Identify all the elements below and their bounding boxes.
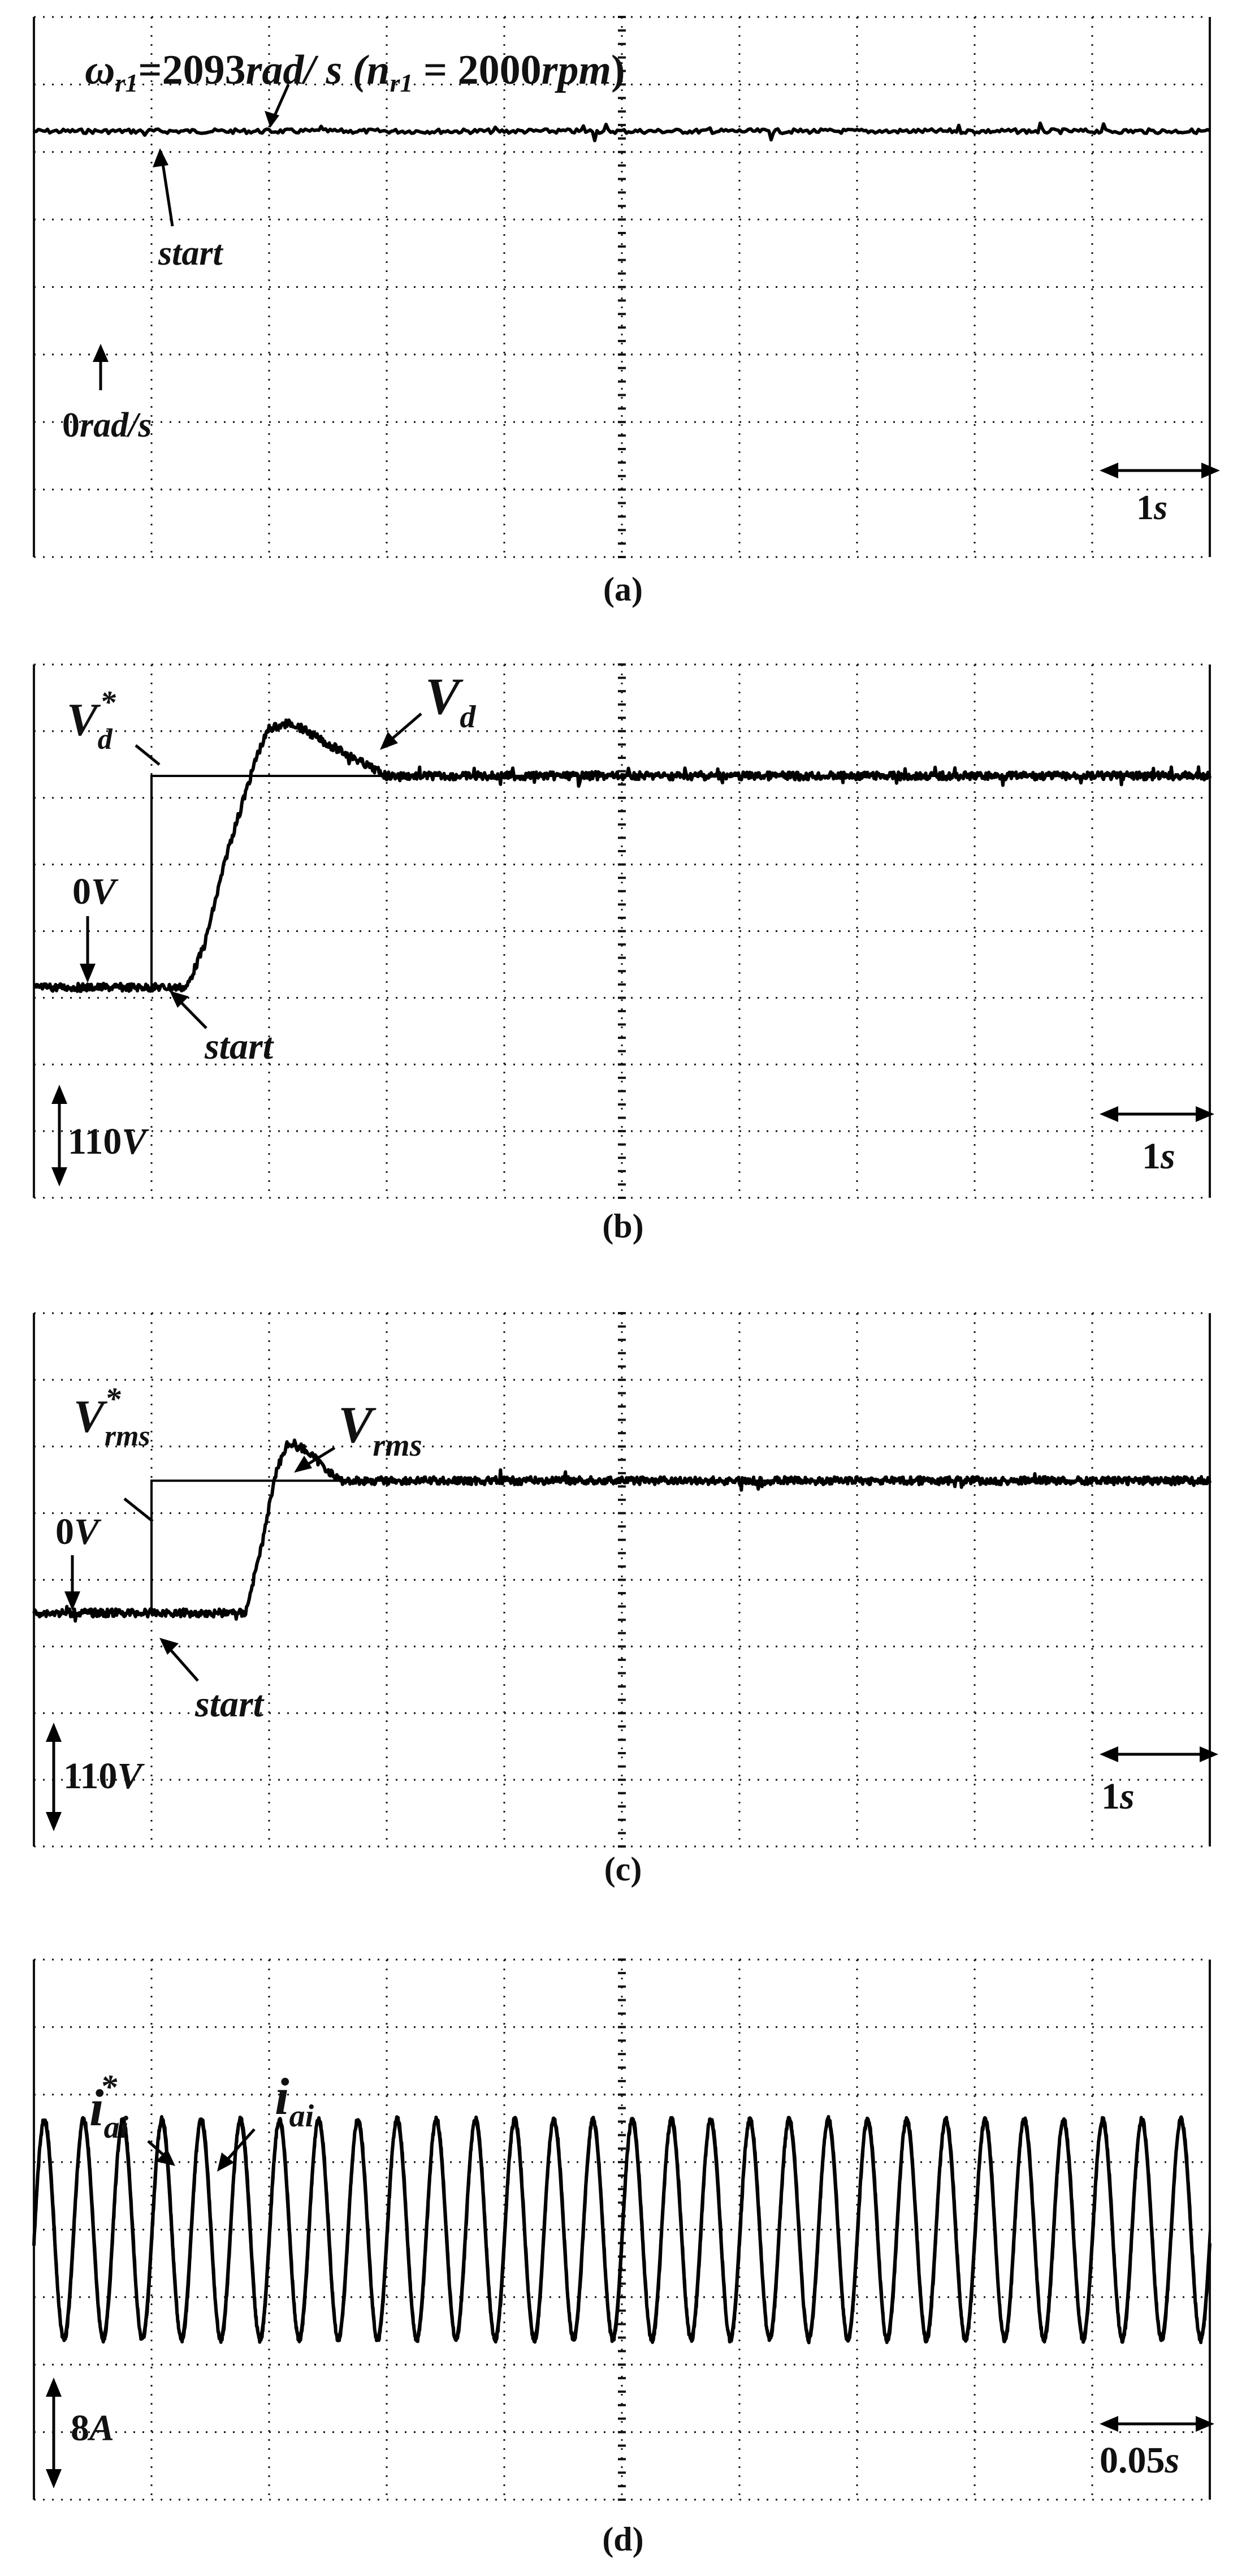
panel-d-amp-scale: 8A bbox=[46, 2377, 114, 2488]
panel-d: iai* iai 8A 0.05s (d) bbox=[34, 1960, 1214, 2558]
panel-b-grid bbox=[34, 665, 1210, 1198]
panel-c-ref-label: Vrms* bbox=[73, 1382, 150, 1452]
panel-c-time-scale: 1s bbox=[1100, 1746, 1218, 1817]
panel-b-time-scale: 1s bbox=[1100, 1106, 1214, 1177]
panel-b-caption: (b) bbox=[602, 1207, 643, 1245]
panel-b-ref-arrow bbox=[136, 745, 159, 765]
svg-text:1s: 1s bbox=[1101, 1776, 1135, 1817]
panel-c-grid bbox=[34, 1313, 1210, 1846]
panel-a-start-arrowhead bbox=[153, 148, 168, 167]
svg-text:110V: 110V bbox=[63, 1755, 145, 1797]
panel-b: Vd* Vd 0V start 110V 1s (b) bbox=[34, 665, 1214, 1245]
svg-text:1s: 1s bbox=[1142, 1136, 1175, 1177]
panel-b-volt-scale: 110V bbox=[51, 1085, 149, 1186]
panel-a-zero-label: 0rad/s bbox=[62, 406, 152, 445]
panel-c: Vrms* Vrms 0V start 110V 1s (c) bbox=[34, 1313, 1218, 1888]
svg-text:0.05s: 0.05s bbox=[1100, 2440, 1179, 2481]
panel-c-volt-scale: 110V bbox=[46, 1723, 145, 1831]
panel-a-start-label: start bbox=[158, 234, 223, 273]
svg-text:8A: 8A bbox=[71, 2407, 114, 2449]
panel-a: ωr1=2093rad/ s (nr1 = 2000rpm) start 0ra… bbox=[34, 17, 1220, 608]
panel-a-grid bbox=[34, 17, 1210, 557]
panel-d-time-scale: 0.05s bbox=[1100, 2416, 1214, 2481]
panel-b-ref-label: Vd* bbox=[67, 685, 116, 756]
panel-b-start-label: start bbox=[204, 1026, 274, 1067]
svg-text:1s: 1s bbox=[1136, 489, 1167, 527]
panel-b-zero-label: 0V bbox=[72, 871, 119, 912]
panel-b-meas-label: Vd bbox=[425, 667, 476, 735]
panel-c-start-label: start bbox=[194, 1684, 265, 1725]
panel-d-ref-label: iai* bbox=[89, 2068, 129, 2145]
panel-a-zero-arrowhead bbox=[93, 344, 109, 362]
panel-d-meas-label: iai bbox=[275, 2068, 314, 2134]
panel-c-meas-label: Vrms bbox=[338, 1396, 422, 1463]
svg-text:110V: 110V bbox=[68, 1121, 149, 1162]
panel-c-ref-arrow bbox=[124, 1499, 153, 1521]
panel-c-caption: (c) bbox=[604, 1850, 642, 1888]
panel-a-time-scale: 1s bbox=[1100, 463, 1220, 527]
panel-a-caption: (a) bbox=[603, 571, 643, 608]
panel-c-zero-label: 0V bbox=[55, 1511, 102, 1552]
panel-d-caption: (d) bbox=[602, 2521, 643, 2558]
panel-a-speed-label: ωr1=2093rad/ s (nr1 = 2000rpm) bbox=[85, 47, 625, 97]
